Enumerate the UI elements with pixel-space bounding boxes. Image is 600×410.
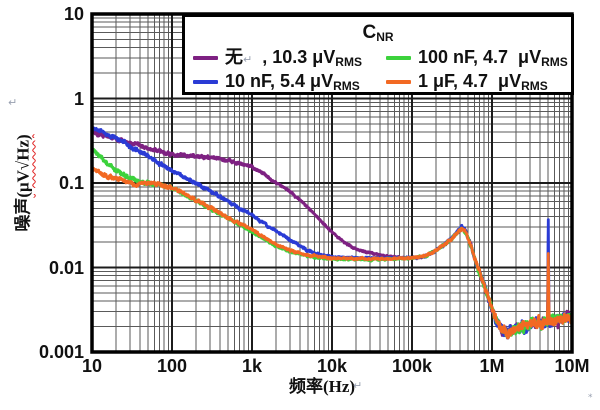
legend-rows: 无↵ , 10.3 μVRMS 100 nF, 4.7 μVRMS 10 nF, 5… <box>185 46 571 94</box>
legend: CNR 无↵ , 10.3 μVRMS 100 nF, 4.7 μVRMS 10 n… <box>182 14 574 95</box>
legend-label: 10 nF, 5.4 μVRMS <box>225 71 360 93</box>
legend-swatch <box>386 56 411 60</box>
y-axis-title-unit: (μV√Hz) <box>13 134 33 198</box>
y-tick-label-1: 1 <box>73 88 84 109</box>
x-axis-title: 频率(Hz) <box>288 377 356 396</box>
artifact-return-mark-legend: ↵ <box>243 52 253 66</box>
legend-swatch <box>386 80 411 84</box>
legend-entry: 1 μF, 4.7 μVRMS <box>378 70 571 94</box>
legend-label: 100 nF, 4.7 μVRMS <box>418 47 568 69</box>
x-tick-label-10M: 10M <box>554 356 590 376</box>
legend-title: CNR <box>185 23 571 44</box>
artifact-asterisk-mark: * <box>588 393 593 403</box>
legend-title-main: C <box>362 22 377 43</box>
legend-label-subscript: RMS <box>521 79 548 93</box>
legend-label-subscript: RMS <box>335 54 362 69</box>
y-tick-label-0.001: 0.001 <box>38 342 84 362</box>
legend-entry: 无↵ , 10.3 μVRMS <box>185 46 378 70</box>
y-axis-title: 噪声(μV√Hz) <box>9 134 34 231</box>
legend-entry: 100 nF, 4.7 μVRMS <box>378 46 571 70</box>
artifact-return-mark-xlabel: ↵ <box>353 379 363 392</box>
legend-swatch <box>193 56 218 60</box>
y-tick-label-0.1: 0.1 <box>58 173 84 193</box>
legend-entry: 10 nF, 5.4 μVRMS <box>185 70 378 94</box>
y-tick-label-10: 10 <box>63 4 84 24</box>
x-tick-label-100k: 100k <box>391 356 433 376</box>
legend-label: 1 μF, 4.7 μVRMS <box>418 71 548 93</box>
x-tick-label-1M: 1M <box>479 356 505 376</box>
x-tick-label-1k: 1k <box>241 356 263 376</box>
x-tick-label-10: 10 <box>81 356 103 376</box>
y-tick-label-0.01: 0.01 <box>48 257 84 278</box>
legend-label: 无↵ , 10.3 μVRMS <box>225 46 362 69</box>
legend-swatch <box>193 80 218 84</box>
x-tick-label-10k: 10k <box>316 356 348 376</box>
artifact-return-mark-ylabel: ↵ <box>8 96 18 109</box>
legend-title-sub: NR <box>376 30 394 44</box>
legend-label-subscript: RMS <box>541 55 568 69</box>
curves <box>92 126 572 340</box>
legend-label-subscript: RMS <box>333 79 360 93</box>
curve-cnr-1uf <box>92 166 572 340</box>
y-axis-title-text: 噪声 <box>13 197 33 232</box>
x-tick-label-100: 100 <box>156 356 188 376</box>
